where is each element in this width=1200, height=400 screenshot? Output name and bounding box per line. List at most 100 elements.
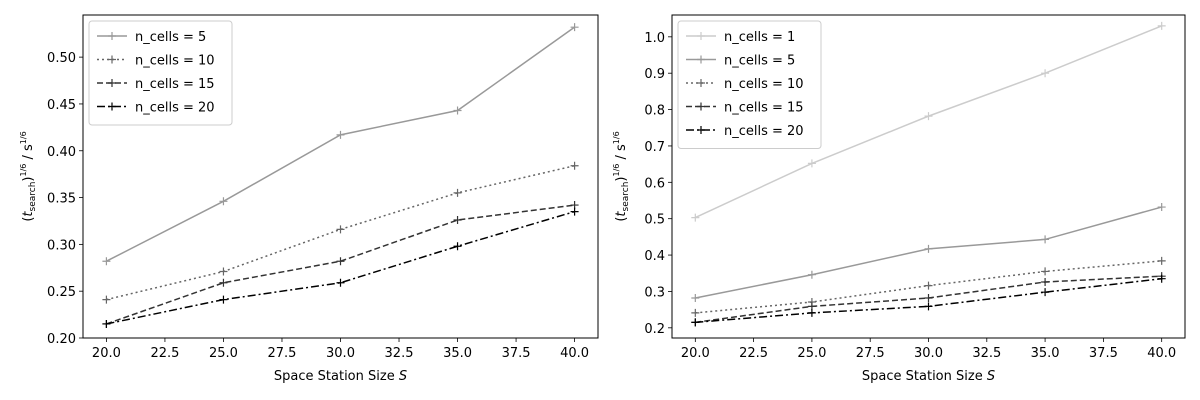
data-point — [924, 281, 933, 290]
legend-marker — [697, 126, 705, 134]
chart-panel-right: 20.0 22.5 25.0 27.5 30.0 32.5 35.0 37.5 40.0 0.2 0… — [612, 14, 1186, 384]
legend — [88, 20, 233, 126]
data-point — [807, 270, 816, 279]
data-point — [336, 225, 345, 234]
x-tick-label: 27.5 — [856, 346, 885, 361]
x-tick-label: 20.0 — [681, 346, 710, 361]
data-point — [336, 257, 345, 266]
data-point — [1041, 235, 1050, 244]
y-tick-label: 0.7 — [644, 140, 665, 155]
legend-marker — [108, 32, 116, 40]
data-point — [691, 318, 700, 327]
legend-marker — [697, 32, 705, 40]
data-point — [1041, 267, 1050, 276]
data-point — [691, 213, 700, 222]
x-tick-label: 32.5 — [972, 346, 1001, 361]
data-point — [1157, 21, 1166, 30]
data-point — [219, 278, 228, 287]
y-tick-label: 0.30 — [47, 238, 76, 253]
x-tick-label: 37.5 — [502, 346, 531, 361]
data-point — [453, 216, 462, 225]
data-point — [807, 159, 816, 168]
legend-label: n_cells = 10 — [135, 54, 215, 69]
x-tick-label: 30.0 — [914, 346, 943, 361]
y-tick-label: 0.5 — [644, 213, 665, 228]
data-point — [336, 130, 345, 139]
data-point — [1157, 274, 1166, 283]
data-point — [453, 242, 462, 251]
x-tick-label: 30.0 — [326, 346, 355, 361]
x-tick-label: 25.0 — [209, 346, 238, 361]
data-point — [691, 308, 700, 317]
data-point — [453, 188, 462, 197]
y-tick-label: 0.4 — [644, 249, 665, 264]
data-point — [219, 267, 228, 276]
data-point — [924, 112, 933, 121]
legend-label: n_cells = 20 — [724, 124, 804, 139]
y-axis-title: (tsearch)1/6 / s1/6 — [19, 131, 38, 221]
legend-marker — [108, 79, 116, 87]
x-tick-label: 27.5 — [268, 346, 297, 361]
data-point — [1041, 69, 1050, 78]
x-tick-label: 22.5 — [739, 346, 768, 361]
x-tick-label: 40.0 — [560, 346, 589, 361]
y-tick-label: 0.2 — [644, 322, 665, 337]
data-point — [1041, 277, 1050, 286]
data-point — [336, 278, 345, 287]
y-tick-label: 0.3 — [644, 285, 665, 300]
x-tick-label: 40.0 — [1147, 346, 1176, 361]
data-point — [924, 293, 933, 302]
series-line — [106, 165, 575, 301]
x-tick-label: 35.0 — [443, 346, 472, 361]
series-line — [106, 210, 575, 325]
y-tick-label: 0.20 — [47, 332, 76, 347]
y-tick-label: 0.50 — [47, 51, 76, 66]
legend-marker — [108, 102, 116, 111]
data-point — [1157, 256, 1166, 265]
y-tick-label: 0.40 — [47, 145, 76, 160]
legend-marker — [108, 55, 116, 64]
data-point — [219, 295, 228, 304]
chart-panel-left: 20.0 22.5 25.0 27.5 30.0 32.5 35.0 37.5 40.0 0.20… — [19, 14, 599, 384]
data-point — [1157, 203, 1166, 212]
series-line — [695, 260, 1162, 314]
y-tick-label: 0.8 — [644, 104, 665, 119]
x-tick-label: 35.0 — [1031, 346, 1060, 361]
legend-marker — [697, 55, 705, 64]
legend-marker — [697, 102, 705, 111]
y-tick-label: 0.45 — [47, 98, 76, 113]
x-tick-label: 37.5 — [1089, 346, 1118, 361]
x-tick-label: 32.5 — [385, 346, 414, 361]
data-point — [1041, 288, 1050, 297]
legend-label: n_cells = 1 — [724, 30, 795, 45]
data-point — [570, 23, 579, 32]
x-tick-label: 20.0 — [92, 346, 121, 361]
y-tick-label: 0.6 — [644, 176, 665, 191]
legend-label: n_cells = 5 — [135, 30, 206, 45]
data-point — [102, 257, 111, 266]
y-tick-label: 0.35 — [47, 192, 76, 207]
data-point — [924, 302, 933, 311]
legend — [677, 20, 822, 149]
x-tick-label: 22.5 — [150, 346, 179, 361]
y-tick-label: 0.9 — [644, 67, 665, 82]
x-axis-title: Space Station Size S — [862, 369, 995, 384]
legend-label: n_cells = 15 — [724, 101, 804, 116]
data-point — [453, 106, 462, 115]
x-tick-label: 25.0 — [797, 346, 826, 361]
data-point — [924, 244, 933, 253]
data-point — [102, 295, 111, 304]
series-line — [695, 277, 1162, 324]
x-axis-title: Space Station Size S — [274, 369, 407, 384]
data-point — [219, 197, 228, 206]
data-point — [691, 293, 700, 302]
legend-marker — [697, 79, 705, 87]
data-point — [570, 161, 579, 170]
legend-label: n_cells = 10 — [724, 77, 804, 92]
data-point — [570, 207, 579, 216]
y-axis-title: (tsearch)1/6 / s1/6 — [612, 131, 631, 221]
legend-label: n_cells = 15 — [135, 77, 215, 92]
data-point — [102, 319, 111, 328]
legend-label: n_cells = 20 — [135, 101, 215, 116]
